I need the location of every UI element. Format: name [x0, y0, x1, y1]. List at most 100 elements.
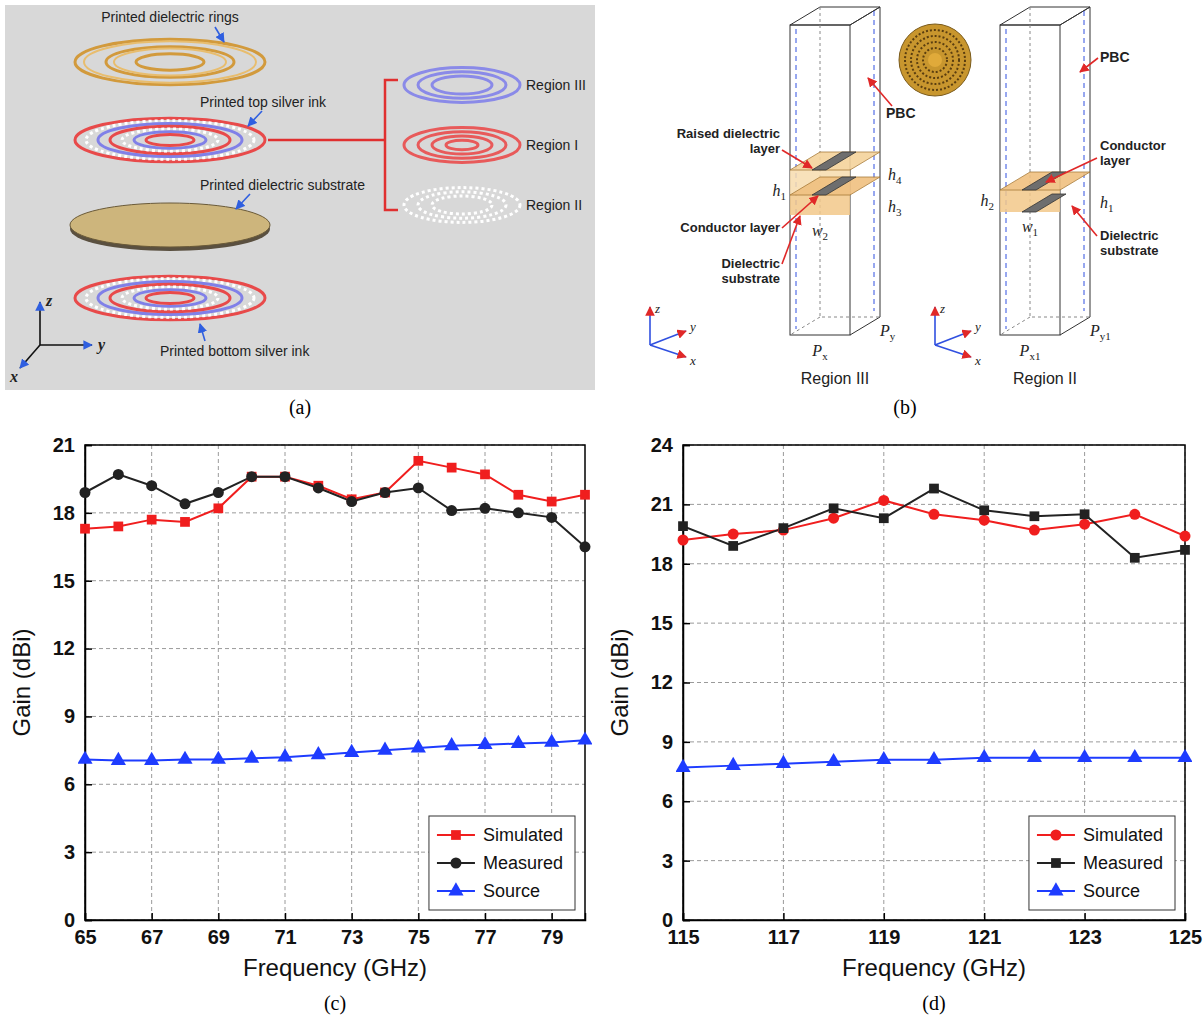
tick-label: 75 — [408, 926, 430, 948]
callout: Dielectricsubstrate — [1100, 228, 1159, 258]
cell-hidden-edges — [790, 7, 880, 335]
data-point — [413, 456, 423, 466]
data-point — [277, 748, 292, 761]
tick-mark — [85, 852, 92, 854]
data-point — [411, 739, 426, 752]
photo-ring — [917, 42, 953, 78]
data-point — [1079, 519, 1090, 530]
y-axis: 03691215182124 — [651, 434, 690, 931]
tick: 12 — [651, 671, 690, 693]
label-line: Raised dielectric — [677, 126, 780, 141]
axis-letter: z — [939, 301, 945, 316]
lines — [85, 461, 585, 761]
tick: 18 — [651, 553, 690, 575]
data-point — [480, 503, 491, 514]
data-point — [144, 752, 159, 765]
data-point — [511, 735, 526, 748]
tick-label: 71 — [274, 926, 296, 948]
data-point — [929, 509, 940, 520]
data-point — [1029, 525, 1040, 536]
substrate-top — [790, 177, 880, 195]
data-point — [1127, 749, 1142, 762]
arrow — [248, 111, 262, 126]
pbc-label: PBC — [1100, 49, 1130, 65]
grid-line — [683, 682, 1185, 683]
tick-mark — [151, 913, 153, 920]
tick-label: 15 — [651, 612, 673, 634]
data-point — [146, 480, 157, 491]
dielectric-ring — [75, 39, 265, 85]
data-point — [177, 751, 192, 764]
grid-line — [285, 445, 286, 920]
data-point — [380, 488, 390, 498]
plot-frame — [85, 445, 585, 920]
tick-mark — [683, 682, 690, 684]
data-point — [247, 472, 257, 482]
tick: 75 — [408, 913, 430, 948]
data-point — [80, 487, 91, 498]
tick-mark — [351, 913, 353, 920]
dimension-subscript: 1 — [1108, 202, 1114, 214]
data-point — [78, 751, 93, 764]
legend-label: Measured — [483, 853, 563, 873]
dielectric-ring — [84, 41, 256, 82]
dimension-label: w1 — [1022, 218, 1038, 238]
data-point — [377, 742, 392, 755]
tick-label: 3 — [64, 841, 75, 863]
tick: 67 — [141, 913, 163, 948]
region-i-ring — [404, 128, 520, 163]
data-point — [111, 752, 126, 765]
tick-mark — [683, 445, 690, 447]
data-point — [211, 751, 226, 764]
dimension-symbol: P — [811, 342, 822, 359]
dimension-label: h3 — [888, 198, 902, 218]
top-silver-ring — [110, 126, 230, 154]
tick-label: 3 — [662, 850, 673, 872]
data-point — [147, 515, 157, 525]
figure: Printed dielectric ringsPrinted top silv… — [0, 0, 1203, 1021]
dimension-subscript: 1 — [1033, 226, 1039, 238]
top-silver-ring — [98, 123, 242, 156]
tick-label: 125 — [1169, 926, 1202, 948]
axis-letter: y — [96, 336, 106, 354]
region-ii-ring — [404, 188, 520, 223]
data-point — [311, 746, 326, 759]
x-axis: 115117119121123125 — [667, 913, 1202, 948]
grid-line — [683, 623, 1185, 624]
data-point — [728, 529, 739, 540]
conductor-strip — [812, 152, 856, 170]
arrow — [200, 324, 205, 341]
region-i-ring — [418, 132, 506, 158]
tick-mark — [551, 913, 553, 920]
axes-triad: zyx — [650, 301, 696, 368]
grid-line — [683, 563, 1185, 564]
tick: 3 — [662, 850, 690, 872]
arrow — [782, 216, 800, 264]
dimension-subscript: 3 — [896, 206, 902, 218]
bottom-silver-ring — [98, 281, 242, 314]
grid — [85, 445, 585, 920]
dimension-symbol: h — [888, 166, 896, 183]
dimension-label: Px — [811, 342, 828, 362]
axis-letter: x — [689, 353, 696, 368]
label-line: layer — [750, 141, 780, 156]
tick-mark — [218, 913, 220, 920]
tick: 15 — [53, 570, 92, 592]
region-i-ring — [446, 140, 478, 150]
tick: 117 — [768, 913, 800, 948]
axis-line — [684, 913, 1186, 921]
data-point — [726, 757, 741, 770]
tick: 21 — [53, 434, 92, 456]
x-axis-title: Frequency (GHz) — [243, 954, 427, 981]
data-point — [577, 731, 592, 744]
panel-label: (b) — [893, 396, 916, 419]
tick-label: 21 — [651, 493, 673, 515]
photo-disc — [899, 24, 971, 96]
legend-box — [1029, 816, 1175, 910]
legend-label: Simulated — [1083, 825, 1163, 845]
dimension-symbol: w — [812, 222, 823, 239]
tick-mark — [783, 913, 785, 920]
tick-mark — [984, 913, 986, 920]
tick: 119 — [868, 913, 900, 948]
legend-label: Source — [483, 881, 540, 901]
